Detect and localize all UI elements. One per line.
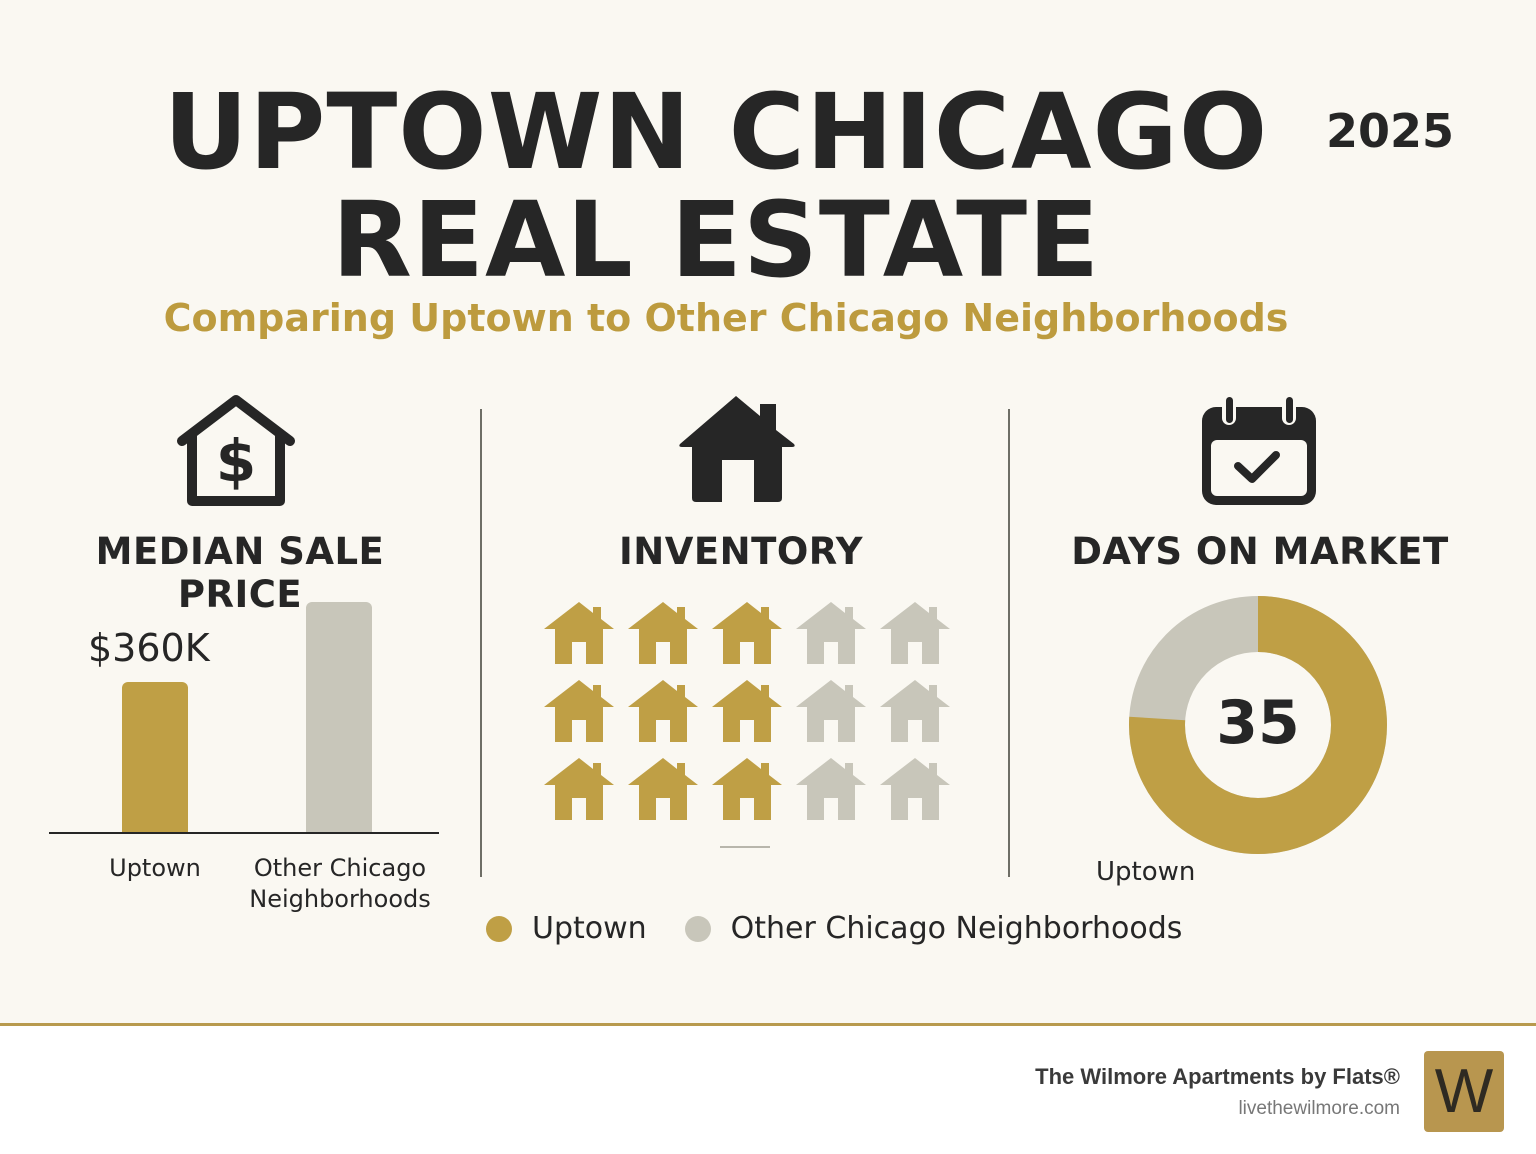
calendar-check-icon — [1198, 395, 1320, 509]
house-icon-other — [789, 758, 873, 822]
legend-item-uptown: Uptown — [486, 911, 647, 946]
house-icon-other — [873, 680, 957, 744]
house-icon-other — [789, 602, 873, 666]
legend-dot-uptown — [486, 915, 512, 942]
column-divider-right — [1008, 409, 1010, 877]
bar-label-other-line1: Other Chicago — [253, 854, 427, 882]
house-icon-uptown — [621, 758, 705, 822]
house-dollar-icon: $ — [176, 395, 296, 507]
logo-letter: W — [1434, 1057, 1494, 1126]
brand-url[interactable]: livethewilmore.com — [1238, 1098, 1400, 1119]
donut-center-value: 35 — [1216, 688, 1300, 758]
house-icon — [676, 394, 798, 504]
inventory-pictogram — [537, 602, 957, 822]
days-on-market-donut — [1129, 596, 1387, 858]
uptown-price-value: $360K — [88, 626, 210, 670]
inventory-title: INVENTORY — [618, 530, 864, 573]
house-icon-uptown — [537, 758, 621, 822]
median-price-title: MEDIAN SALE PRICE — [95, 530, 385, 616]
legend: Uptown Other Chicago Neighborhoods — [486, 911, 1220, 946]
legend-item-other: Other Chicago Neighborhoods — [684, 911, 1183, 946]
bar-label-uptown: Uptown — [75, 853, 235, 884]
house-icon-other — [873, 602, 957, 666]
column-divider-left — [480, 409, 482, 877]
page-subtitle: Comparing Uptown to Other Chicago Neighb… — [163, 296, 1289, 340]
svg-text:$: $ — [216, 427, 256, 495]
bar-label-other-line2: Neighborhoods — [249, 885, 431, 913]
days-on-market-title: DAYS ON MARKET — [1071, 530, 1449, 573]
house-icon-other — [789, 680, 873, 744]
page-title-line-2: REAL ESTATE — [331, 179, 1101, 301]
bar-uptown — [122, 682, 188, 833]
footer-divider — [0, 1023, 1536, 1026]
pictogram-underline — [720, 846, 770, 848]
house-icon-uptown — [621, 602, 705, 666]
legend-dot-other — [684, 915, 711, 942]
year-label: 2025 — [1326, 104, 1455, 158]
legend-label-other: Other Chicago Neighborhoods — [730, 911, 1183, 946]
house-icon-uptown — [621, 680, 705, 744]
bar-chart-baseline — [49, 832, 439, 834]
legend-label-uptown: Uptown — [532, 911, 647, 946]
footer — [0, 1026, 1536, 1154]
house-icon-uptown — [705, 602, 789, 666]
donut-label-uptown: Uptown — [1096, 857, 1196, 887]
brand-name: The Wilmore Apartments by Flats® — [1035, 1064, 1400, 1089]
brand-logo: W — [1424, 1051, 1504, 1132]
house-icon-uptown — [705, 758, 789, 822]
house-icon-uptown — [705, 680, 789, 744]
bar-label-uptown-text: Uptown — [109, 854, 201, 882]
house-icon-other — [873, 758, 957, 822]
house-icon-uptown — [537, 602, 621, 666]
house-icon-uptown — [537, 680, 621, 744]
page-title-line-1: UPTOWN CHICAGO — [163, 71, 1269, 193]
bar-label-other: Other Chicago Neighborhoods — [235, 853, 445, 915]
bar-other-neighborhoods — [306, 602, 372, 833]
